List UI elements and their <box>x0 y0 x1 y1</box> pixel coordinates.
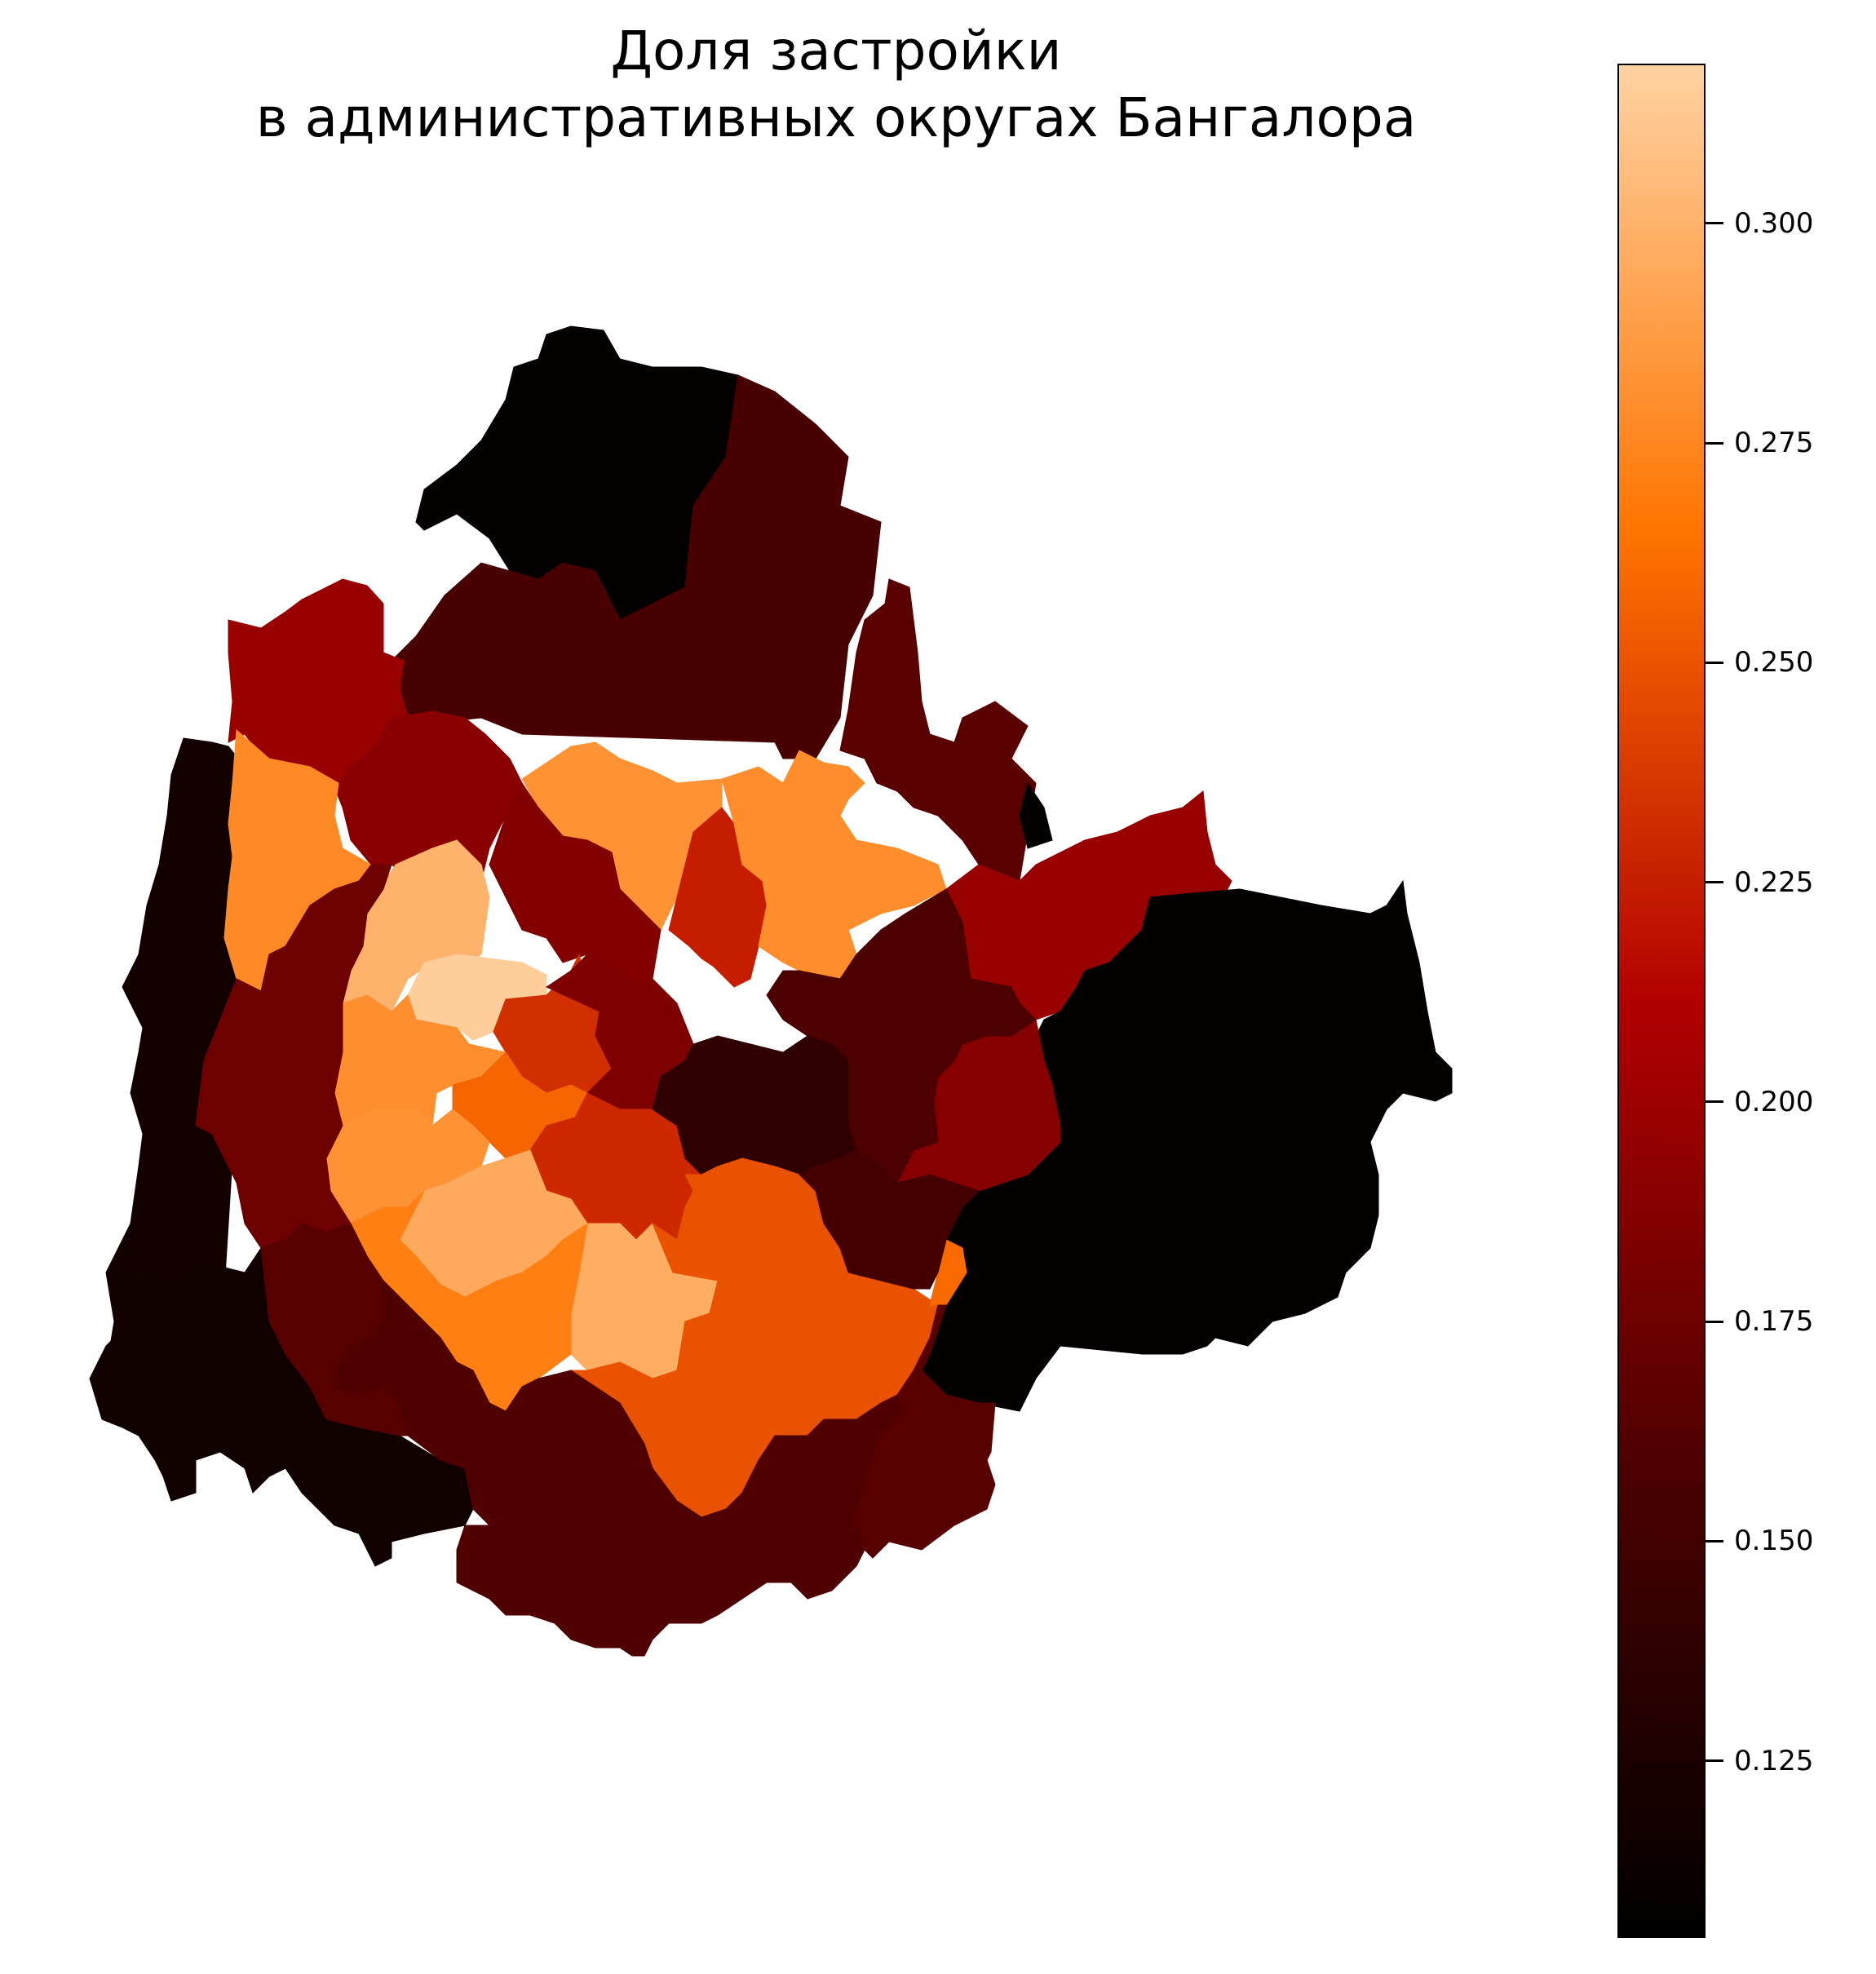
district-east-small-patch <box>1019 781 1053 849</box>
districts-layer <box>89 325 1453 1657</box>
district-map <box>89 325 1453 1657</box>
colorbar-tick <box>1706 441 1723 445</box>
colorbar-tick <box>1706 661 1723 664</box>
district-southeast-dark <box>856 1304 996 1559</box>
title-line-2: в административных округах Бангалора <box>255 86 1417 149</box>
colorbar-tick <box>1706 1320 1723 1323</box>
colorbar-tick-label: 0.125 <box>1734 1744 1814 1777</box>
colorbar-tick <box>1706 1539 1723 1542</box>
chart-title: Доля застройки в административных округа… <box>0 18 1672 152</box>
district-northeast-orange <box>721 750 947 980</box>
colorbar-tick-label: 0.225 <box>1734 865 1814 899</box>
district-northeast-strip <box>839 578 1037 882</box>
colorbar-tick <box>1706 881 1723 884</box>
colorbar-tick <box>1706 1759 1723 1763</box>
colorbar-tick <box>1706 1100 1723 1104</box>
colorbar-tick-label: 0.175 <box>1734 1305 1814 1339</box>
colorbar-tick-label: 0.200 <box>1734 1085 1814 1118</box>
colorbar-tick-label: 0.300 <box>1734 206 1814 240</box>
district-east-center-dark <box>799 1149 980 1290</box>
colorbar <box>1617 64 1706 1938</box>
colorbar-tick <box>1706 222 1723 225</box>
title-line-1: Доля застройки <box>610 20 1062 82</box>
colorbar-tick-label: 0.275 <box>1734 427 1814 460</box>
colorbar-tick-label: 0.150 <box>1734 1525 1814 1558</box>
district-center-east <box>766 888 1037 1184</box>
district-west-mid-red <box>195 864 392 1249</box>
colorbar-tick-label: 0.250 <box>1734 646 1814 679</box>
